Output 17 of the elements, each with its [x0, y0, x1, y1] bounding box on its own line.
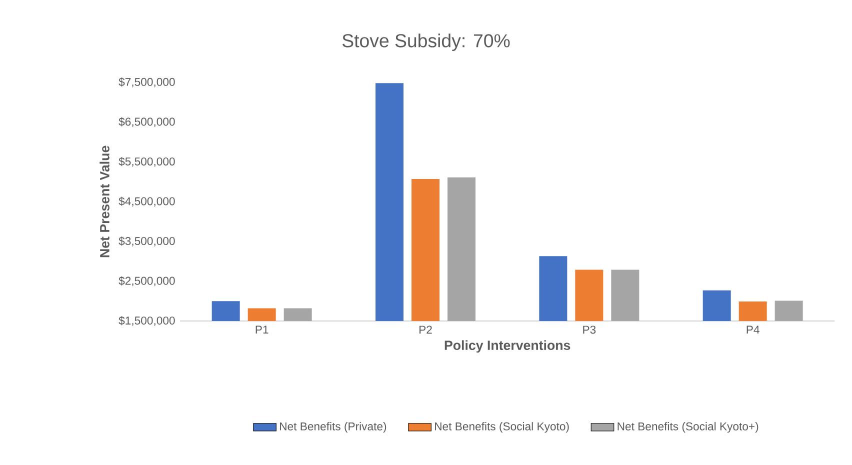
y-tick-label: $3,500,000 — [118, 236, 175, 246]
chart-title: Stove Subsidy: 70% — [342, 34, 510, 52]
y-tick-label: $7,500,000 — [118, 77, 175, 88]
y-tick-label: $1,500,000 — [118, 316, 175, 326]
x-tick-label: P1 — [256, 326, 268, 334]
legend-label: Net Benefits (Private) — [280, 422, 386, 433]
legend-label: Net Benefits (Social Kyoto) — [435, 422, 569, 433]
x-tick-label: P3 — [583, 326, 596, 334]
x-tick-label: P4 — [746, 326, 760, 334]
y-axis-title: Net Present Value — [100, 146, 110, 258]
y-tick-label: $6,500,000 — [118, 117, 175, 128]
x-axis-title: Policy Interventions — [444, 340, 570, 353]
y-tick-label: $4,500,000 — [118, 196, 175, 207]
y-tick-label: $2,500,000 — [118, 276, 175, 286]
x-tick-label: P2 — [419, 326, 432, 334]
y-tick-label: $5,500,000 — [118, 156, 175, 167]
legend-label: Net Benefits (Social Kyoto+) — [618, 422, 758, 433]
